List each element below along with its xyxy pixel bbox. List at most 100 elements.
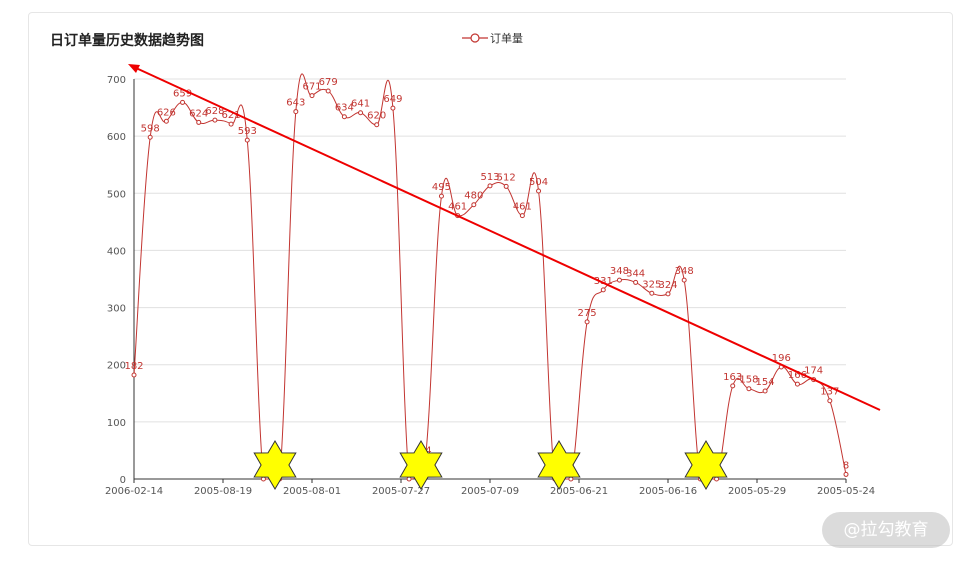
data-point bbox=[244, 137, 250, 143]
data-point bbox=[665, 291, 671, 297]
data-point bbox=[584, 319, 590, 325]
data-point bbox=[131, 372, 137, 378]
data-point bbox=[325, 88, 331, 94]
data-point bbox=[487, 183, 493, 189]
x-tick-label: 2005-08-19 bbox=[194, 486, 252, 497]
y-tick-label: 400 bbox=[107, 246, 126, 257]
data-label: 621 bbox=[222, 110, 241, 121]
data-label: 641 bbox=[351, 99, 370, 110]
data-point bbox=[762, 388, 768, 394]
data-label: 154 bbox=[756, 377, 775, 388]
data-label: 166 bbox=[788, 370, 807, 381]
data-point bbox=[681, 277, 687, 283]
data-point bbox=[180, 99, 186, 105]
data-label: 348 bbox=[610, 266, 629, 277]
data-point bbox=[260, 476, 266, 482]
data-point bbox=[374, 122, 380, 128]
y-tick-label: 500 bbox=[107, 189, 126, 200]
data-point bbox=[568, 476, 574, 482]
data-label: 628 bbox=[205, 106, 224, 117]
x-tick-label: 2005-06-16 bbox=[639, 486, 697, 497]
x-tick-label: 2006-02-14 bbox=[105, 486, 163, 497]
data-point bbox=[309, 93, 315, 99]
data-label: 620 bbox=[367, 111, 386, 122]
data-label: 325 bbox=[642, 279, 661, 290]
data-label: 158 bbox=[739, 375, 758, 386]
data-point bbox=[147, 134, 153, 140]
data-point bbox=[616, 277, 622, 283]
data-label: 495 bbox=[432, 182, 451, 193]
data-point bbox=[633, 279, 639, 285]
data-point bbox=[503, 183, 509, 189]
star-annotation bbox=[537, 440, 581, 490]
data-point bbox=[730, 383, 736, 389]
data-label: 163 bbox=[723, 372, 742, 383]
data-label: 671 bbox=[302, 82, 321, 93]
data-label: 598 bbox=[141, 123, 160, 134]
y-tick-label: 0 bbox=[120, 475, 126, 486]
data-label: 513 bbox=[480, 172, 499, 183]
data-label: 679 bbox=[319, 77, 338, 88]
star-annotation bbox=[399, 440, 443, 490]
data-point bbox=[406, 476, 412, 482]
data-label: 624 bbox=[189, 108, 208, 119]
y-tick-label: 600 bbox=[107, 132, 126, 143]
watermark: @拉勾教育 bbox=[822, 512, 950, 548]
data-label: 8 bbox=[843, 460, 849, 471]
x-tick-label: 2005-06-21 bbox=[550, 486, 608, 497]
data-point bbox=[536, 188, 542, 194]
y-tick-label: 700 bbox=[107, 75, 126, 86]
data-point bbox=[519, 213, 525, 219]
data-label: 331 bbox=[594, 276, 613, 287]
data-label: 504 bbox=[529, 177, 548, 188]
data-point bbox=[228, 121, 234, 127]
data-label: 512 bbox=[497, 172, 516, 183]
data-point bbox=[827, 398, 833, 404]
data-point bbox=[196, 119, 202, 125]
data-point bbox=[600, 287, 606, 293]
data-point bbox=[794, 381, 800, 387]
data-label: 348 bbox=[675, 266, 694, 277]
star-annotation bbox=[684, 440, 728, 490]
data-label: 659 bbox=[173, 88, 192, 99]
data-point bbox=[746, 386, 752, 392]
legend-label: 订单量 bbox=[490, 32, 523, 45]
data-label: 634 bbox=[335, 103, 354, 114]
data-point bbox=[843, 471, 849, 477]
data-point bbox=[293, 109, 299, 115]
data-label: 649 bbox=[383, 94, 402, 105]
x-tick-label: 2005-05-24 bbox=[817, 486, 875, 497]
data-point bbox=[649, 290, 655, 296]
x-tick-label: 2005-07-27 bbox=[372, 486, 430, 497]
x-tick-label: 2005-05-29 bbox=[728, 486, 786, 497]
star-annotation bbox=[253, 440, 297, 490]
data-point bbox=[714, 476, 720, 482]
data-label: 174 bbox=[804, 366, 823, 377]
data-point bbox=[471, 202, 477, 208]
data-label: 461 bbox=[513, 202, 532, 213]
trend-arrow-line bbox=[135, 67, 881, 411]
data-label: 593 bbox=[238, 126, 257, 137]
data-label: 643 bbox=[286, 98, 305, 109]
chart-title: 日订单量历史数据趋势图 bbox=[50, 33, 204, 49]
data-point bbox=[390, 105, 396, 111]
data-label: 344 bbox=[626, 268, 645, 279]
data-label: 137 bbox=[820, 387, 839, 398]
chart-legend[interactable]: 订单量 bbox=[462, 30, 523, 46]
data-point bbox=[438, 193, 444, 199]
x-tick-label: 2005-07-09 bbox=[461, 486, 519, 497]
trend-arrow-head bbox=[128, 64, 140, 73]
legend-line-icon bbox=[462, 33, 488, 43]
data-label: 626 bbox=[157, 107, 176, 118]
data-label: 196 bbox=[772, 353, 791, 364]
data-label: 275 bbox=[578, 308, 597, 319]
data-label: 461 bbox=[448, 202, 467, 213]
data-point bbox=[212, 117, 218, 123]
data-point bbox=[341, 114, 347, 120]
data-label: 182 bbox=[124, 361, 143, 372]
data-point bbox=[163, 118, 169, 124]
y-tick-label: 300 bbox=[107, 304, 126, 315]
data-label: 324 bbox=[658, 280, 677, 291]
data-point bbox=[358, 110, 364, 116]
